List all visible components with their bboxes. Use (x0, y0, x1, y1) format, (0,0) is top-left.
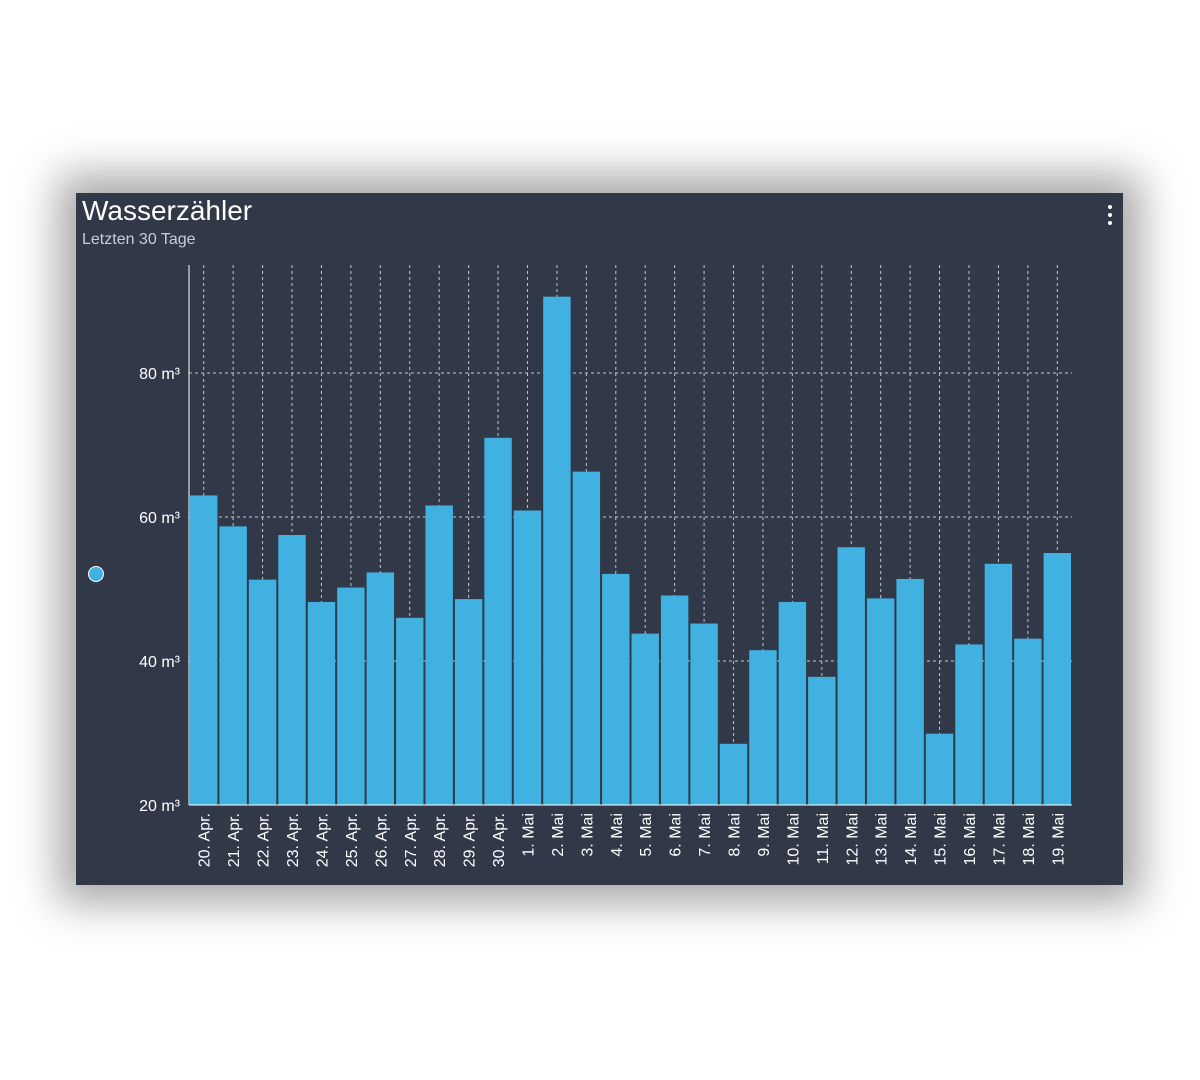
x-tick-label: 23. Apr. (285, 813, 302, 867)
x-tick-label: 2. Mai (550, 813, 567, 857)
x-tick-label: 29. Apr. (462, 813, 479, 867)
x-tick-label: 17. Mai (991, 813, 1008, 865)
bar (484, 437, 512, 805)
bar (219, 526, 247, 805)
x-tick-label: 11. Mai (815, 813, 832, 864)
x-tick-label: 7. Mai (697, 813, 714, 857)
x-tick-label: 22. Apr. (256, 813, 273, 867)
x-tick-label: 28. Apr. (432, 813, 449, 867)
bar (896, 578, 924, 805)
chart-card: Wasserzähler Letzten 30 Tage 20 m³ 40 m³ 6… (76, 193, 1123, 885)
x-tick-label: 14. Mai (903, 813, 920, 865)
bar (719, 743, 748, 805)
x-tick-label: 19. Mai (1050, 813, 1067, 865)
more-vertical-icon[interactable] (1103, 203, 1117, 227)
bar (808, 676, 836, 805)
x-tick-label: 3. Mai (579, 813, 596, 857)
card-subtitle: Letzten 30 Tage (82, 231, 196, 248)
x-tick-label: 12. Mai (844, 813, 861, 865)
bar (1014, 638, 1042, 805)
bar (631, 633, 659, 805)
bar (984, 563, 1013, 805)
bar (572, 471, 601, 805)
bar (278, 535, 306, 805)
x-tick-label: 8. Mai (727, 813, 744, 857)
bar (837, 547, 865, 805)
x-tick-label: 1. Mai (520, 813, 537, 857)
bar (190, 495, 218, 805)
y-tick-label: 60 m³ (139, 510, 181, 527)
bar (660, 595, 689, 805)
y-tick-label: 40 m³ (139, 654, 181, 671)
bar (513, 510, 542, 805)
x-tick-label: 30. Apr. (491, 813, 508, 867)
bar (454, 599, 483, 805)
x-tick-label: 27. Apr. (403, 813, 420, 867)
bar (307, 601, 336, 805)
y-tick-label: 20 m³ (139, 798, 181, 815)
x-tick-label: 6. Mai (668, 813, 685, 857)
bar (543, 296, 571, 805)
bar (396, 617, 424, 805)
x-tick-label: 16. Mai (962, 813, 979, 865)
x-tick-label: 21. Apr. (226, 813, 243, 867)
x-tick-label: 9. Mai (756, 813, 773, 857)
x-tick-label: 4. Mai (609, 813, 626, 857)
bar (778, 601, 807, 805)
x-tick-label: 20. Apr. (197, 813, 214, 867)
x-tick-label: 18. Mai (1021, 813, 1038, 865)
x-tick-label: 24. Apr. (314, 813, 331, 867)
bar (602, 573, 630, 805)
bar (248, 579, 277, 805)
bar (749, 650, 777, 805)
x-tick-label: 10. Mai (785, 813, 802, 865)
x-tick-label: 25. Apr. (344, 813, 361, 867)
x-tick-label: 13. Mai (874, 813, 891, 865)
bar (955, 644, 983, 805)
card-title: Wasserzähler (82, 195, 253, 226)
bar (425, 505, 453, 805)
bar (925, 733, 954, 805)
legend-series-marker[interactable] (88, 566, 104, 582)
x-tick-label: 26. Apr. (373, 813, 390, 867)
x-tick-label: 15. Mai (933, 813, 950, 865)
bar (866, 598, 895, 805)
x-tick-label: 5. Mai (638, 813, 655, 857)
bar (690, 623, 718, 805)
bar (1043, 553, 1071, 805)
bar-chart: 20 m³ 40 m³ 60 m³ 80 m³ 20. Apr. 21. Apr. 22. … (139, 265, 1072, 867)
bar (337, 587, 365, 805)
y-tick-label: 80 m³ (139, 366, 181, 383)
bar (366, 572, 395, 805)
